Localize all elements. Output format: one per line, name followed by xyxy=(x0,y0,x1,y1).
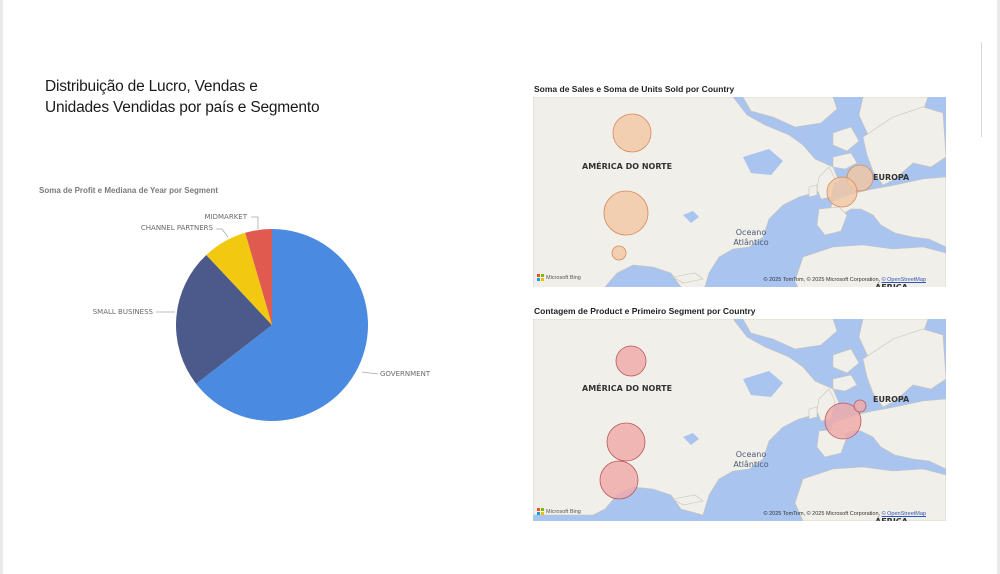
map-label-ocean: Oceano xyxy=(736,228,767,237)
land-mass xyxy=(862,328,946,408)
pie-label-midmarket: MIDMARKET xyxy=(205,213,248,221)
attribution-text: © 2025 TomTom, © 2025 Microsoft Corporat… xyxy=(763,511,882,517)
pie-chart-title: Soma de Profit e Mediana de Year por Seg… xyxy=(39,186,219,195)
osm-link[interactable]: © OpenStreetMap xyxy=(881,277,926,283)
pie-leader-line xyxy=(361,371,379,375)
pie-label-government: GOVERNMENT xyxy=(380,370,431,378)
land-mass xyxy=(832,126,860,152)
pie-label-channel-partners: CHANNEL PARTNERS xyxy=(141,224,214,232)
land-mass xyxy=(794,244,946,287)
bing-logo: Microsoft Bing xyxy=(537,274,581,281)
country-bubble[interactable] xyxy=(603,190,649,236)
map-1-title: Soma de Sales e Soma de Units Sold por C… xyxy=(534,84,735,94)
map-label-europe: EUROPA xyxy=(873,395,910,404)
land-mass xyxy=(533,97,840,287)
microsoft-logo-icon xyxy=(537,508,544,515)
pie-leader-line xyxy=(216,228,229,238)
country-bubble[interactable] xyxy=(599,460,639,500)
land-mass xyxy=(808,406,818,420)
pie-slice-midmarket[interactable] xyxy=(245,229,272,325)
page-title-line-1: Distribuição de Lucro, Vendas e xyxy=(45,78,258,95)
map-label-africa: ÁFRICA xyxy=(875,515,909,521)
land-mass xyxy=(672,494,704,506)
map-label-atlantic: Atlântico xyxy=(733,460,768,469)
land-mass xyxy=(832,374,858,392)
land-mass xyxy=(816,206,848,236)
land-mass xyxy=(742,97,838,128)
pie-slice-government[interactable] xyxy=(196,229,369,421)
pie-slice-channel-partners[interactable] xyxy=(206,232,272,325)
attribution-text: © 2025 TomTom, © 2025 Microsoft Corporat… xyxy=(763,277,882,283)
page-title: Distribuição de Lucro, Vendas e Unidades… xyxy=(45,76,345,118)
map-2-title: Contagem de Product e Primeiro Segment p… xyxy=(534,306,756,316)
map-label-atlantic: Atlântico xyxy=(733,238,768,247)
map-label-europe: EUROPA xyxy=(873,173,910,182)
pie-slice-small-business[interactable] xyxy=(176,255,272,384)
bing-label: Microsoft Bing xyxy=(546,274,581,281)
map-label-ocean: Oceano xyxy=(736,450,767,459)
pie-leader-line xyxy=(251,216,259,229)
map-label-north-america: AMÉRICA DO NORTE xyxy=(582,382,672,393)
scroll-edge xyxy=(981,42,982,137)
map-label-north-america: AMÉRICA DO NORTE xyxy=(582,160,672,171)
country-bubble[interactable] xyxy=(615,345,647,377)
lake xyxy=(683,433,699,445)
country-bubble[interactable] xyxy=(611,245,627,261)
land-mass xyxy=(832,152,858,170)
land-mass xyxy=(672,272,704,284)
lake xyxy=(743,149,783,175)
microsoft-logo-icon xyxy=(537,274,544,281)
bing-label: Microsoft Bing xyxy=(546,508,581,515)
report-canvas: Distribuição de Lucro, Vendas e Unidades… xyxy=(3,0,997,574)
land-mass xyxy=(808,184,818,198)
land-mass xyxy=(794,466,946,521)
country-bubble[interactable] xyxy=(612,113,652,153)
map-attribution: © 2025 TomTom, © 2025 Microsoft Corporat… xyxy=(764,277,926,283)
country-bubble[interactable] xyxy=(606,422,646,462)
pie-label-small-business: SMALL BUSINESS xyxy=(93,308,154,316)
country-bubble[interactable] xyxy=(824,402,862,440)
map-label-africa: ÁFRICA xyxy=(875,281,909,287)
land-mass xyxy=(828,176,946,248)
lake xyxy=(683,211,699,223)
land-mass xyxy=(832,348,860,374)
bing-logo: Microsoft Bing xyxy=(537,508,581,515)
land-mass xyxy=(742,319,838,350)
country-bubble[interactable] xyxy=(826,176,858,208)
page-title-line-2: Unidades Vendidas por país e Segmento xyxy=(45,99,320,116)
map-attribution: © 2025 TomTom, © 2025 Microsoft Corporat… xyxy=(764,511,926,517)
osm-link[interactable]: © OpenStreetMap xyxy=(881,511,926,517)
country-bubble[interactable] xyxy=(853,399,867,413)
lake xyxy=(743,371,783,397)
land-mass xyxy=(862,106,946,186)
